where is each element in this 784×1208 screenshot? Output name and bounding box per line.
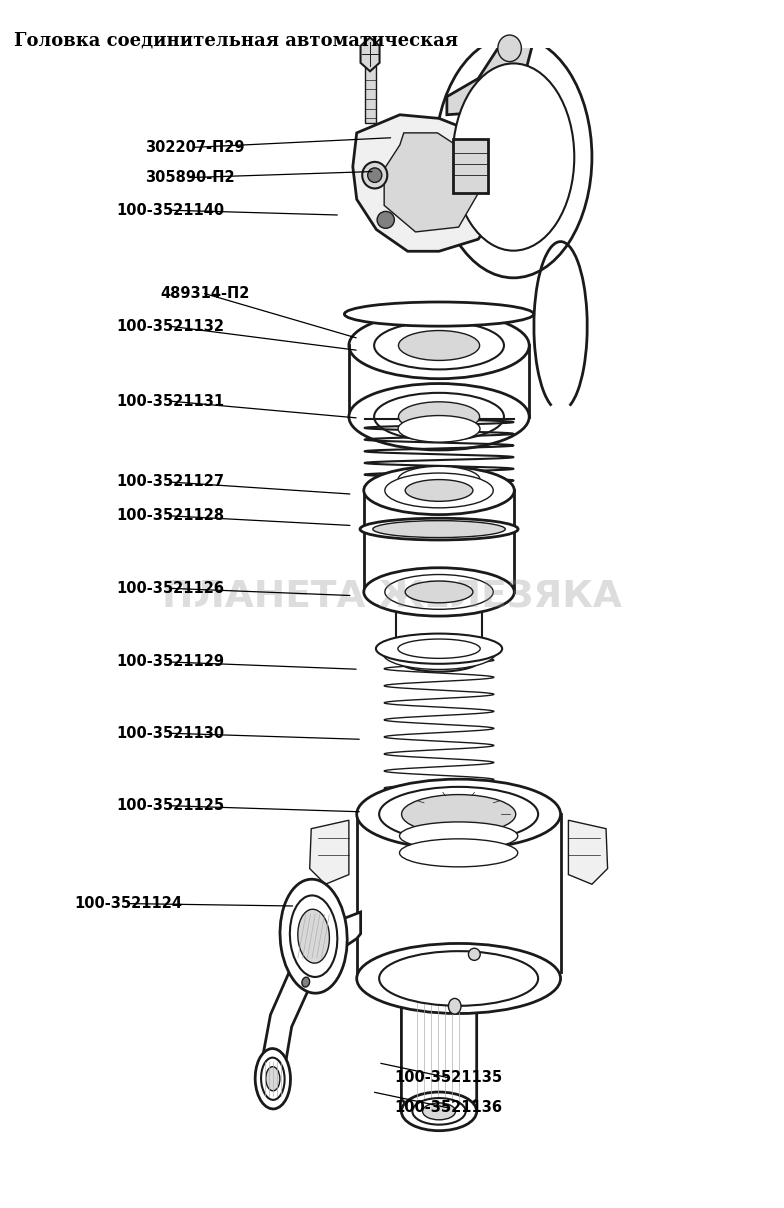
Ellipse shape: [385, 474, 493, 507]
Ellipse shape: [290, 895, 337, 977]
Ellipse shape: [423, 1103, 456, 1120]
Ellipse shape: [448, 998, 461, 1015]
Text: 100-3521136: 100-3521136: [394, 1100, 503, 1115]
Ellipse shape: [266, 1067, 280, 1091]
Ellipse shape: [376, 633, 502, 664]
Ellipse shape: [349, 384, 529, 451]
Ellipse shape: [397, 639, 480, 658]
Text: 100-3521132: 100-3521132: [116, 319, 224, 333]
Text: 100-3521126: 100-3521126: [116, 581, 224, 596]
Ellipse shape: [469, 948, 480, 960]
Ellipse shape: [368, 168, 382, 182]
Text: 489314-П2: 489314-П2: [161, 286, 250, 301]
Ellipse shape: [255, 1049, 291, 1109]
Text: 100-3521128: 100-3521128: [116, 509, 224, 523]
Ellipse shape: [298, 910, 329, 963]
Polygon shape: [365, 66, 376, 123]
Polygon shape: [396, 592, 482, 658]
Ellipse shape: [280, 879, 347, 993]
Ellipse shape: [360, 518, 518, 540]
Text: 100-3521124: 100-3521124: [74, 896, 183, 911]
Ellipse shape: [498, 35, 521, 62]
Text: ПЛАНЕТА ЖЕЛЕЗЯКА: ПЛАНЕТА ЖЕЛЕЗЯКА: [162, 580, 622, 616]
Ellipse shape: [344, 302, 534, 326]
Polygon shape: [353, 115, 502, 251]
Text: 100-3521125: 100-3521125: [116, 798, 224, 813]
Ellipse shape: [377, 211, 394, 228]
Text: Головка соединительная автоматическая: Головка соединительная автоматическая: [14, 31, 458, 50]
Ellipse shape: [383, 638, 495, 669]
Ellipse shape: [396, 645, 482, 672]
Ellipse shape: [362, 162, 387, 188]
Polygon shape: [310, 820, 349, 884]
Text: 100-3521127: 100-3521127: [116, 475, 224, 489]
Ellipse shape: [379, 951, 538, 1006]
Text: 100-3521140: 100-3521140: [116, 203, 224, 217]
Polygon shape: [447, 42, 533, 115]
Polygon shape: [453, 139, 488, 193]
Ellipse shape: [405, 581, 473, 603]
Ellipse shape: [398, 331, 480, 360]
Ellipse shape: [400, 821, 517, 850]
Ellipse shape: [302, 977, 310, 987]
Ellipse shape: [349, 313, 529, 379]
Polygon shape: [349, 345, 529, 417]
Polygon shape: [384, 133, 478, 232]
Ellipse shape: [364, 466, 514, 515]
Polygon shape: [263, 912, 361, 1099]
Ellipse shape: [379, 786, 538, 842]
Ellipse shape: [401, 795, 516, 834]
Ellipse shape: [381, 801, 497, 827]
Ellipse shape: [374, 393, 504, 441]
Ellipse shape: [357, 779, 561, 849]
Ellipse shape: [261, 1058, 285, 1099]
Polygon shape: [568, 820, 608, 884]
Ellipse shape: [405, 480, 473, 501]
Polygon shape: [401, 982, 477, 1114]
Ellipse shape: [374, 321, 504, 370]
Ellipse shape: [398, 416, 480, 442]
Ellipse shape: [398, 402, 480, 431]
Text: 100-3521131: 100-3521131: [116, 394, 224, 408]
Ellipse shape: [373, 521, 505, 538]
Ellipse shape: [412, 1098, 466, 1125]
Text: 100-3521130: 100-3521130: [116, 726, 224, 741]
Text: 100-3521129: 100-3521129: [116, 655, 224, 669]
Ellipse shape: [400, 838, 517, 867]
Ellipse shape: [401, 1092, 477, 1131]
Ellipse shape: [385, 575, 493, 609]
Polygon shape: [357, 814, 561, 978]
Ellipse shape: [364, 568, 514, 616]
Polygon shape: [431, 18, 604, 48]
Ellipse shape: [452, 64, 574, 251]
Ellipse shape: [435, 36, 592, 278]
Polygon shape: [364, 490, 514, 592]
Text: 305890-П2: 305890-П2: [145, 170, 234, 185]
Text: 302207-П29: 302207-П29: [145, 140, 245, 155]
Ellipse shape: [398, 466, 480, 493]
Ellipse shape: [357, 943, 561, 1014]
Text: 100-3521135: 100-3521135: [394, 1070, 503, 1085]
Polygon shape: [361, 37, 379, 71]
